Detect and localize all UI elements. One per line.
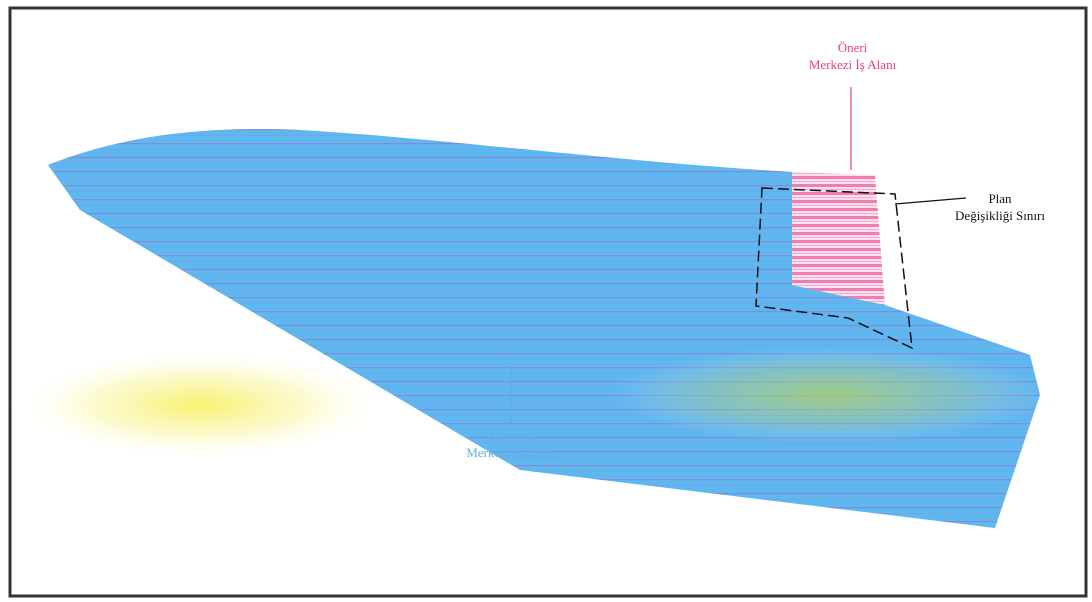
existing-cbd-label: Mevcut Merkezi İş Alanı	[435, 427, 585, 461]
proposed-cbd-label: Öneri Merkezi İş Alanı	[780, 39, 925, 73]
proposed-cbd-label-line1: Öneri	[837, 40, 868, 55]
plan-change-boundary	[755, 187, 913, 350]
speckle-cloud-left	[10, 350, 390, 460]
speckle-cloud-right	[610, 347, 1050, 443]
proposed-cbd-label-line2: Merkezi İş Alanı	[808, 57, 897, 72]
existing-cbd-label-line1: Mevcut	[490, 428, 530, 443]
proposed-cbd-area	[792, 172, 885, 305]
existing-cbd-label-line2: Merkezi İş Alanı	[466, 445, 554, 460]
boundary-leader-line	[894, 197, 967, 205]
plan-boundary-label-line1: Plan	[988, 191, 1012, 206]
plan-boundary-label-line2: Değişikliği Sınırı	[955, 208, 1045, 223]
plan-boundary-label: Plan Değişikliği Sınırı	[930, 190, 1070, 224]
